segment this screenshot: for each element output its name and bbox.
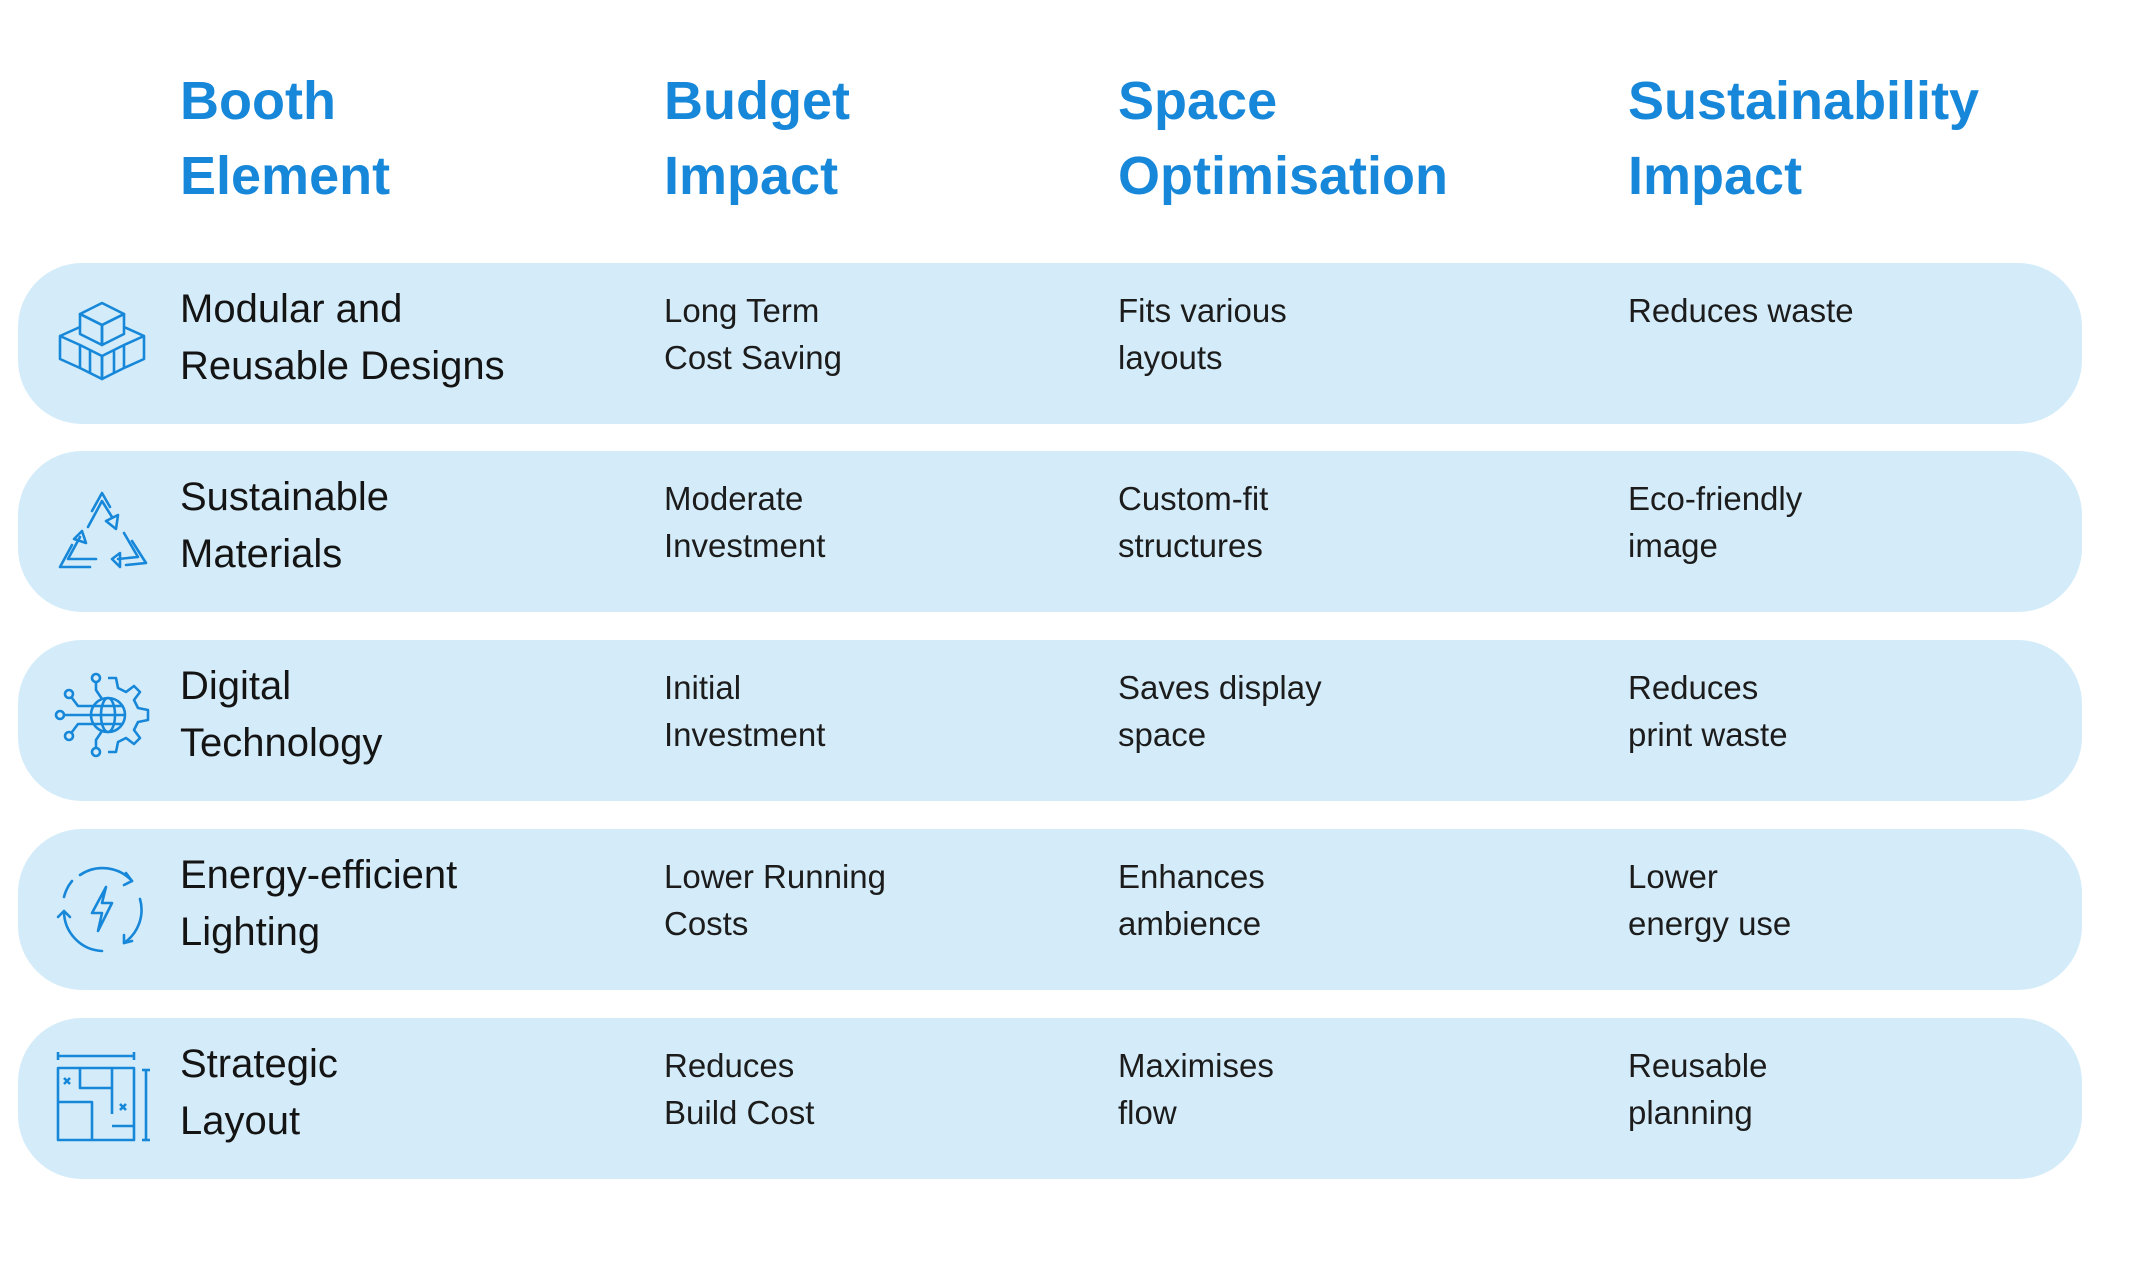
- booth-element-name: Sustainable Materials: [180, 475, 390, 576]
- digital-gear-globe-icon: [52, 670, 152, 770]
- sustainability-impact-cell: Eco-friendly image: [1628, 480, 1803, 564]
- recycle-icon: [52, 481, 152, 581]
- sustainability-impact-cell: Reduces print waste: [1628, 669, 1788, 753]
- budget-impact-cell: Long Term Cost Saving: [664, 292, 842, 376]
- space-optimisation-cell: Maximises flow: [1118, 1047, 1274, 1131]
- header-sustainability-impact: Sustainability Impact: [1628, 71, 1980, 206]
- sustainability-impact-cell: Reduces waste: [1628, 292, 1854, 329]
- table-header: Booth Element Budget Impact Space Optimi…: [0, 64, 2156, 224]
- space-optimisation-cell: Saves display space: [1118, 669, 1322, 753]
- booth-element-name: Energy-efficient Lighting: [180, 853, 458, 954]
- budget-impact-cell: Reduces Build Cost: [664, 1047, 815, 1131]
- space-optimisation-cell: Enhances ambience: [1118, 858, 1265, 942]
- budget-impact-cell: Moderate Investment: [664, 480, 826, 564]
- budget-impact-cell: Lower Running Costs: [664, 858, 886, 942]
- sustainability-impact-cell: Lower energy use: [1628, 858, 1792, 942]
- table-row: Digital Technology Initial Investment Sa…: [18, 640, 2082, 801]
- energy-bolt-icon: [52, 859, 152, 959]
- table-row: Modular and Reusable Designs Long Term C…: [18, 263, 2082, 424]
- booth-element-name: Modular and Reusable Designs: [180, 287, 505, 388]
- budget-impact-cell: Initial Investment: [664, 669, 826, 753]
- sustainability-impact-cell: Reusable planning: [1628, 1047, 1768, 1131]
- table-row: Sustainable Materials Moderate Investmen…: [18, 451, 2082, 612]
- space-optimisation-cell: Custom-fit structures: [1118, 480, 1269, 564]
- table-row: Energy-efficient Lighting Lower Running …: [18, 829, 2082, 990]
- modular-boxes-icon: [52, 293, 152, 393]
- booth-element-name: Digital Technology: [180, 664, 383, 765]
- table-row: Strategic Layout Reduces Build Cost Maxi…: [18, 1018, 2082, 1179]
- header-booth-element: Booth Element: [180, 71, 391, 206]
- floor-plan-icon: [52, 1048, 152, 1148]
- header-space-optimisation: Space Optimisation: [1118, 71, 1449, 206]
- header-budget-impact: Budget Impact: [664, 71, 850, 206]
- space-optimisation-cell: Fits various layouts: [1118, 292, 1287, 376]
- booth-element-name: Strategic Layout: [180, 1042, 338, 1143]
